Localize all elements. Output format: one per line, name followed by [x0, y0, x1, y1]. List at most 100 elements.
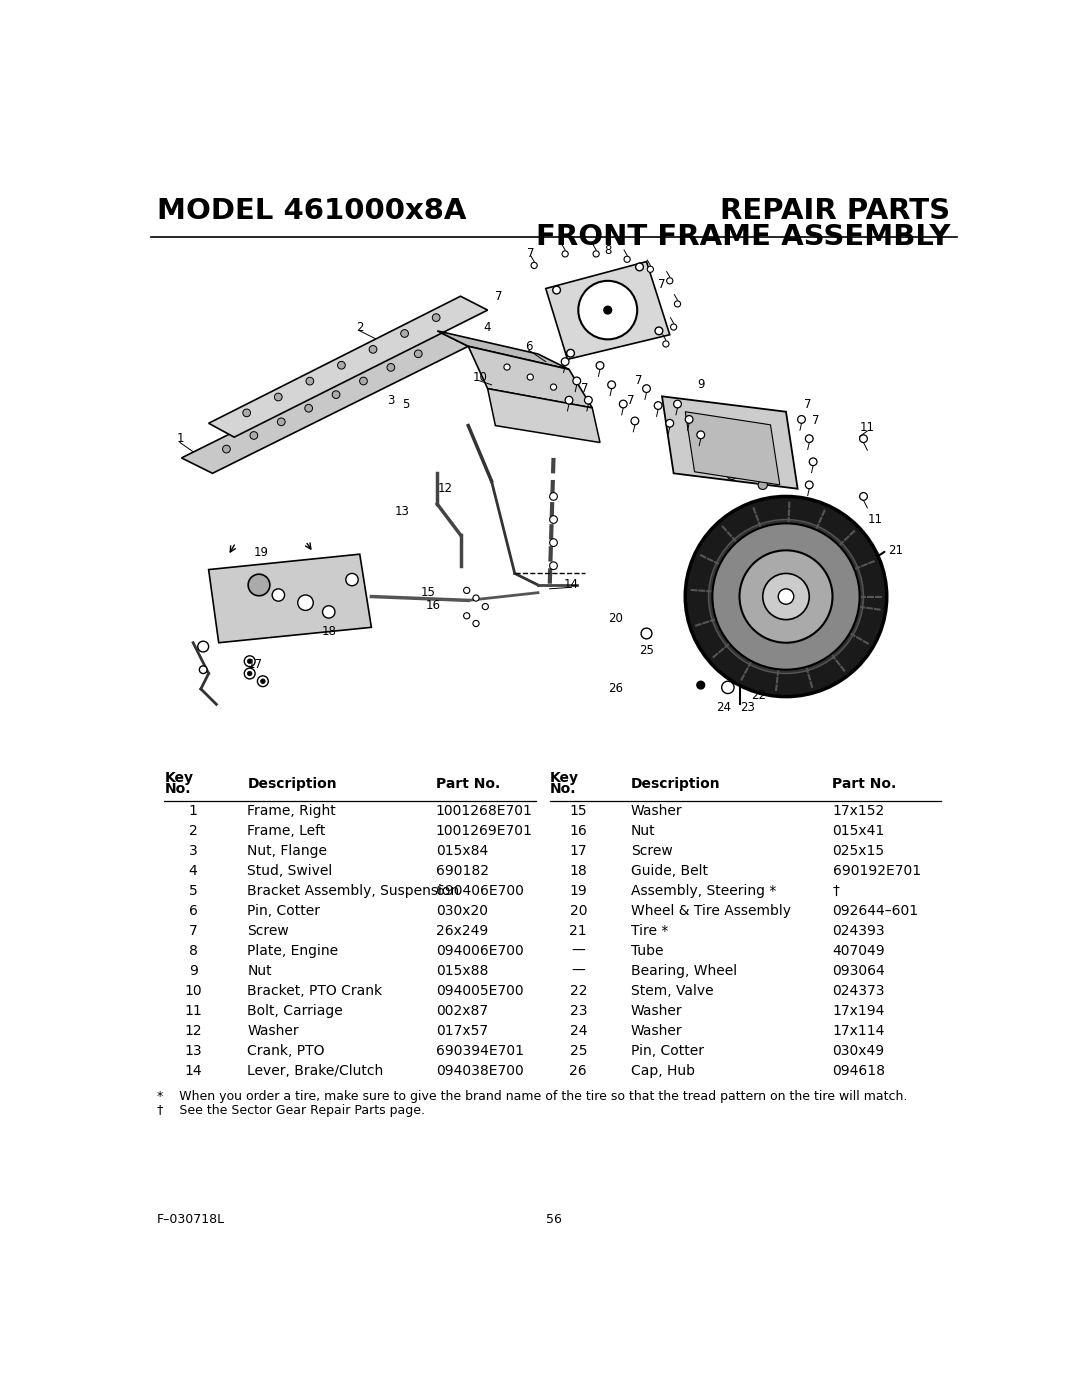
Circle shape — [244, 668, 255, 679]
Text: 7: 7 — [189, 923, 198, 937]
Circle shape — [482, 604, 488, 609]
Text: 24: 24 — [716, 701, 731, 714]
Text: 7: 7 — [635, 374, 643, 387]
Circle shape — [278, 418, 285, 426]
Circle shape — [654, 402, 662, 409]
Text: 14: 14 — [185, 1065, 202, 1078]
Text: 56: 56 — [545, 1214, 562, 1227]
Text: —: — — [571, 964, 585, 978]
Text: 015x88: 015x88 — [435, 964, 488, 978]
Text: 690192E701: 690192E701 — [833, 863, 920, 877]
Circle shape — [527, 374, 534, 380]
Circle shape — [565, 397, 572, 404]
Text: 6: 6 — [189, 904, 198, 918]
Circle shape — [222, 446, 230, 453]
Circle shape — [550, 515, 557, 524]
Circle shape — [741, 676, 754, 689]
Circle shape — [674, 400, 681, 408]
Text: No.: No. — [550, 782, 576, 796]
Circle shape — [666, 419, 674, 427]
Text: 7: 7 — [496, 289, 503, 303]
Text: 2: 2 — [356, 320, 364, 334]
Circle shape — [562, 358, 569, 366]
Text: 13: 13 — [395, 506, 409, 518]
Circle shape — [198, 641, 208, 652]
Text: 21: 21 — [889, 543, 904, 557]
Circle shape — [624, 256, 631, 263]
Circle shape — [643, 384, 650, 393]
Text: 690406E700: 690406E700 — [435, 884, 524, 898]
Text: Washer: Washer — [631, 1024, 683, 1038]
Circle shape — [305, 404, 312, 412]
Circle shape — [809, 458, 816, 465]
Text: Pin, Cotter: Pin, Cotter — [247, 904, 321, 918]
Text: Crank, PTO: Crank, PTO — [247, 1044, 325, 1058]
Text: 094005E700: 094005E700 — [435, 983, 524, 997]
Circle shape — [244, 655, 255, 666]
Text: FRONT FRAME ASSEMBLY: FRONT FRAME ASSEMBLY — [536, 224, 950, 251]
Text: *    When you order a tire, make sure to give the brand name of the tire so that: * When you order a tire, make sure to gi… — [157, 1090, 907, 1104]
Circle shape — [631, 418, 638, 425]
Text: 11: 11 — [185, 1004, 202, 1018]
Text: 17x152: 17x152 — [833, 803, 885, 817]
Polygon shape — [545, 261, 670, 359]
Text: Bracket, PTO Crank: Bracket, PTO Crank — [247, 983, 382, 997]
Circle shape — [323, 606, 335, 617]
Circle shape — [473, 595, 480, 601]
Circle shape — [432, 314, 440, 321]
Text: 10: 10 — [472, 370, 487, 384]
Text: 23: 23 — [740, 701, 755, 714]
Circle shape — [260, 679, 266, 683]
Circle shape — [697, 432, 704, 439]
Text: Washer: Washer — [247, 1024, 299, 1038]
Circle shape — [369, 345, 377, 353]
Text: 1001269E701: 1001269E701 — [435, 824, 532, 838]
Circle shape — [719, 432, 729, 441]
Circle shape — [473, 620, 480, 627]
Text: 015x84: 015x84 — [435, 844, 488, 858]
Circle shape — [751, 441, 759, 451]
Circle shape — [553, 286, 561, 293]
Circle shape — [346, 573, 359, 585]
Text: 7: 7 — [581, 383, 589, 395]
Circle shape — [572, 377, 581, 384]
Text: 17x114: 17x114 — [833, 1024, 885, 1038]
Text: 030x20: 030x20 — [435, 904, 488, 918]
Text: 17: 17 — [247, 658, 262, 671]
Text: Washer: Washer — [631, 1004, 683, 1018]
Text: 22: 22 — [752, 689, 767, 701]
Text: 094006E700: 094006E700 — [435, 944, 524, 958]
Circle shape — [249, 432, 258, 439]
Circle shape — [762, 573, 809, 620]
Circle shape — [401, 330, 408, 337]
Text: 17: 17 — [569, 844, 588, 858]
Text: 093064: 093064 — [833, 964, 886, 978]
Text: 7: 7 — [812, 415, 820, 427]
Circle shape — [531, 263, 537, 268]
Text: 1: 1 — [176, 432, 184, 446]
Text: 030x49: 030x49 — [833, 1044, 885, 1058]
Polygon shape — [208, 296, 488, 437]
Circle shape — [200, 666, 207, 673]
Circle shape — [243, 409, 251, 416]
Text: 3: 3 — [189, 844, 198, 858]
Circle shape — [274, 393, 282, 401]
Circle shape — [782, 515, 789, 524]
Text: 25: 25 — [569, 1044, 588, 1058]
Text: 12: 12 — [185, 1024, 202, 1038]
Text: Guide, Belt: Guide, Belt — [631, 863, 708, 877]
Text: Stem, Valve: Stem, Valve — [631, 983, 714, 997]
Text: Part No.: Part No. — [435, 777, 500, 791]
Text: 25: 25 — [639, 644, 653, 657]
Text: Tire *: Tire * — [631, 923, 669, 937]
Circle shape — [727, 471, 737, 479]
Text: 12: 12 — [437, 482, 453, 495]
Text: 18: 18 — [322, 624, 336, 637]
Circle shape — [578, 281, 637, 339]
Circle shape — [647, 267, 653, 272]
Text: 20: 20 — [569, 904, 588, 918]
Circle shape — [721, 682, 734, 693]
Circle shape — [697, 682, 704, 689]
Polygon shape — [208, 555, 372, 643]
Text: 094038E700: 094038E700 — [435, 1065, 524, 1078]
